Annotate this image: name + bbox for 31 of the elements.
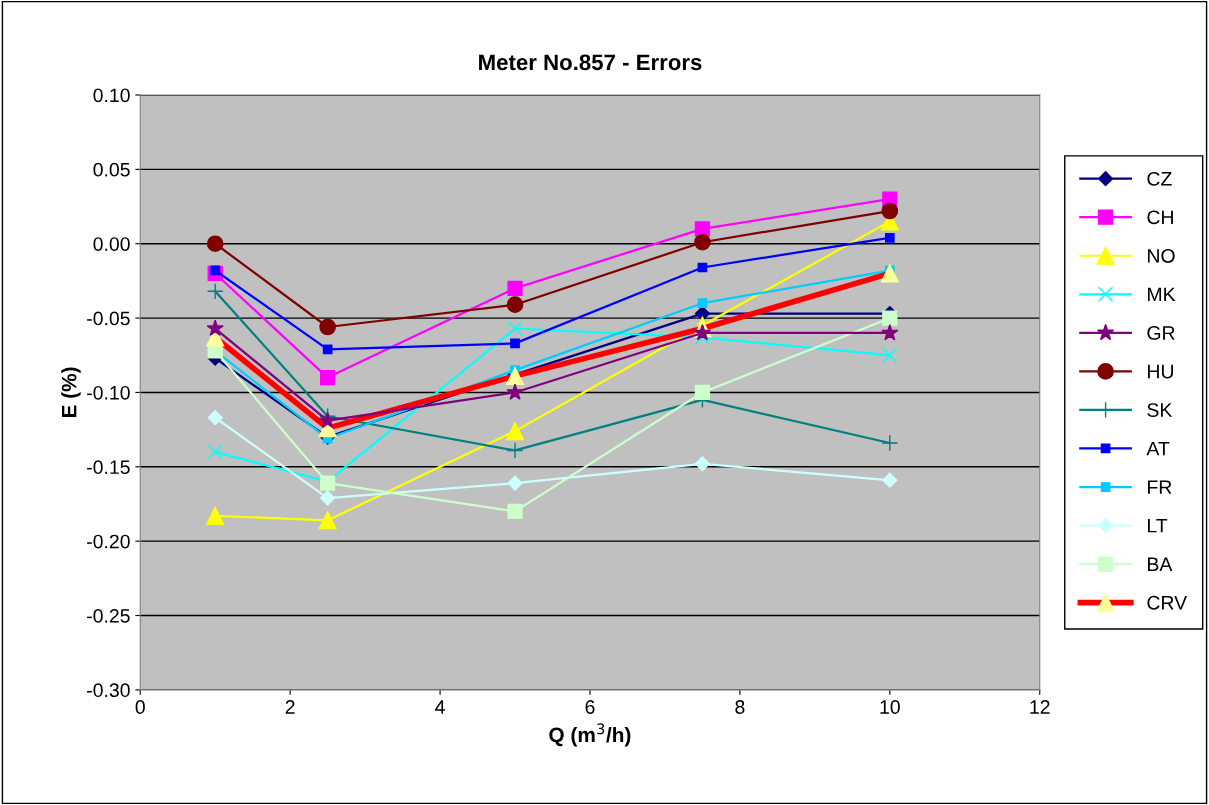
legend-label: SK [1147, 403, 1173, 417]
legend-label: NO [1148, 248, 1175, 263]
x-tick-label: 0 [135, 700, 145, 714]
legend-label: FR [1148, 480, 1172, 494]
x-tick-label: 8 [735, 700, 745, 714]
legend-label: CH [1147, 210, 1173, 225]
legend-label: GR [1147, 326, 1175, 340]
x-tick-label: 4 [435, 700, 445, 714]
x-tick-label: 6 [585, 700, 595, 714]
legend-label: AT [1146, 441, 1170, 456]
legend-label: LT [1148, 518, 1168, 533]
y-tick-label: 0.00 [93, 237, 130, 251]
y-tick-label: -0.20 [87, 534, 130, 549]
legend-label: CRV [1147, 595, 1188, 610]
y-tick-label: -0.30 [87, 683, 130, 698]
y-tick-label: 0.10 [93, 88, 130, 103]
y-axis-title: E (%) [61, 367, 81, 418]
y-tick-label: 0.05 [93, 162, 130, 177]
chart-title: Meter No.857 - Errors [479, 54, 702, 71]
x-tick-label: 12 [1030, 700, 1050, 714]
x-axis-title: Q (m$^{3}$/h) [549, 723, 631, 747]
y-tick-label: -0.10 [87, 385, 130, 400]
x-tick-label: 10 [880, 700, 900, 714]
legend-label: MK [1148, 287, 1176, 302]
legend-label: CZ [1147, 171, 1172, 186]
y-tick-label: -0.15 [87, 460, 130, 475]
legend-label: BA [1148, 557, 1173, 571]
x-tick-label: 2 [285, 700, 295, 714]
y-tick-label: -0.05 [87, 311, 130, 326]
legend-label: HU [1148, 364, 1173, 379]
y-tick-label: -0.25 [87, 608, 130, 623]
